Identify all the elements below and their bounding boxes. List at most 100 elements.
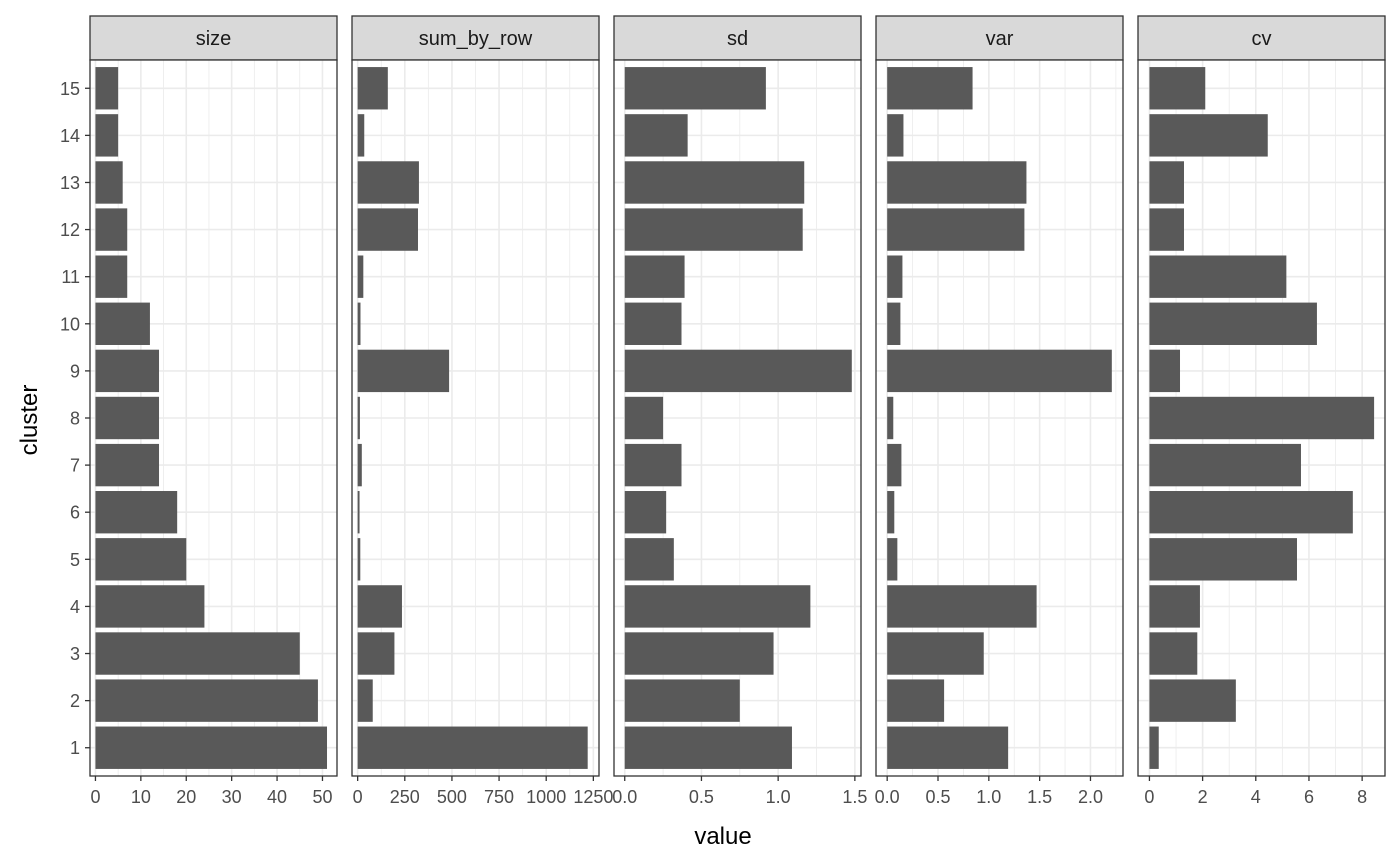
bar-cv-cluster-2 bbox=[1149, 679, 1236, 722]
facet-strip bbox=[1137, 15, 1386, 61]
facet-panel-cv: cv 0 2 4 6 8 bbox=[1137, 15, 1386, 807]
x-tick-label: 1000 bbox=[526, 787, 566, 807]
bar-sd-cluster-11 bbox=[624, 255, 685, 298]
x-axis-title: value bbox=[694, 823, 751, 850]
x-tick-label: 1250 bbox=[573, 787, 613, 807]
bar-var-cluster-7 bbox=[887, 443, 902, 487]
x-tick-label: 0 bbox=[90, 787, 100, 807]
panel-border bbox=[875, 59, 1124, 777]
bar-size-cluster-14 bbox=[95, 114, 119, 157]
bar-size-cluster-1 bbox=[95, 726, 328, 769]
facet-strip bbox=[613, 15, 862, 61]
y-tick-label: 9 bbox=[70, 361, 80, 381]
bar-var-cluster-5 bbox=[887, 538, 898, 581]
bar-sum_by_row-cluster-7 bbox=[357, 443, 362, 487]
bar-size-cluster-4 bbox=[95, 585, 205, 628]
bar-cv-cluster-10 bbox=[1149, 302, 1317, 345]
facet-strip-label: cv bbox=[1252, 28, 1272, 50]
y-tick-label: 4 bbox=[70, 597, 80, 617]
x-tick-label: 0.5 bbox=[689, 787, 714, 807]
facet-strip-label: size bbox=[196, 28, 232, 50]
x-tick-label: 0.0 bbox=[612, 787, 637, 807]
bar-sd-cluster-8 bbox=[624, 396, 664, 440]
bar-cv-cluster-11 bbox=[1149, 255, 1287, 298]
bar-cv-cluster-13 bbox=[1149, 161, 1184, 204]
bar-sd-cluster-6 bbox=[624, 491, 667, 534]
x-tick-label: 1.5 bbox=[842, 787, 867, 807]
facet-strip-label: var bbox=[986, 28, 1014, 50]
x-tick-label: 0.5 bbox=[925, 787, 950, 807]
x-tick-label: 500 bbox=[437, 787, 467, 807]
bar-var-cluster-6 bbox=[887, 491, 895, 534]
bar-var-cluster-8 bbox=[887, 396, 894, 440]
bar-sd-cluster-13 bbox=[624, 161, 805, 204]
bar-cv-cluster-6 bbox=[1149, 491, 1353, 534]
y-tick-label: 6 bbox=[70, 503, 80, 523]
facet-panel-size: size 0 10 20 30 40 50 bbox=[89, 15, 338, 807]
facet-strip bbox=[89, 15, 338, 61]
bar-var-cluster-12 bbox=[887, 208, 1025, 251]
bar-size-cluster-11 bbox=[95, 255, 128, 298]
bar-size-cluster-8 bbox=[95, 396, 160, 440]
bar-var-cluster-11 bbox=[887, 255, 903, 298]
bar-size-cluster-2 bbox=[95, 679, 318, 722]
bar-var-cluster-4 bbox=[887, 585, 1037, 628]
bar-size-cluster-5 bbox=[95, 538, 187, 581]
bar-sum_by_row-cluster-2 bbox=[357, 679, 373, 722]
bar-sd-cluster-1 bbox=[624, 726, 792, 769]
bar-sd-cluster-10 bbox=[624, 302, 682, 345]
y-tick-label: 5 bbox=[70, 550, 80, 570]
bar-sd-cluster-2 bbox=[624, 679, 740, 722]
y-tick-label: 7 bbox=[70, 456, 80, 476]
y-axis-title: cluster bbox=[16, 385, 43, 456]
facet-panel-var: var 0.0 0.5 1.0 1.5 2.0 bbox=[875, 15, 1124, 807]
bar-var-cluster-10 bbox=[887, 302, 901, 345]
x-tick-label: 20 bbox=[176, 787, 196, 807]
x-tick-label: 250 bbox=[390, 787, 420, 807]
y-tick-label: 13 bbox=[60, 173, 80, 193]
bar-cv-cluster-5 bbox=[1149, 538, 1297, 581]
y-tick-label: 10 bbox=[60, 314, 80, 334]
x-tick-label: 1.0 bbox=[766, 787, 791, 807]
bar-sum_by_row-cluster-9 bbox=[357, 349, 450, 393]
bar-cv-cluster-15 bbox=[1149, 67, 1206, 110]
bar-size-cluster-15 bbox=[95, 67, 119, 110]
facet-strip-label: sum_by_row bbox=[419, 28, 533, 50]
y-tick-label: 8 bbox=[70, 409, 80, 429]
bar-sum_by_row-cluster-3 bbox=[357, 632, 395, 675]
x-tick-label: 8 bbox=[1357, 787, 1367, 807]
bar-sd-cluster-4 bbox=[624, 585, 811, 628]
x-tick-label: 2.0 bbox=[1078, 787, 1103, 807]
bar-cv-cluster-8 bbox=[1149, 396, 1375, 440]
y-tick-label: 15 bbox=[60, 79, 80, 99]
x-tick-label: 2 bbox=[1198, 787, 1208, 807]
y-tick-label: 1 bbox=[70, 738, 80, 758]
bar-var-cluster-14 bbox=[887, 114, 904, 157]
bar-var-cluster-13 bbox=[887, 161, 1027, 204]
x-tick-label: 30 bbox=[222, 787, 242, 807]
bar-size-cluster-13 bbox=[95, 161, 123, 204]
bar-sd-cluster-7 bbox=[624, 443, 682, 487]
x-tick-label: 40 bbox=[267, 787, 287, 807]
x-tick-label: 0.0 bbox=[875, 787, 900, 807]
y-tick-label: 11 bbox=[61, 267, 80, 287]
bar-var-cluster-2 bbox=[887, 679, 945, 722]
bar-size-cluster-12 bbox=[95, 208, 128, 251]
bar-sum_by_row-cluster-6 bbox=[357, 491, 360, 534]
bar-sum_by_row-cluster-8 bbox=[357, 396, 360, 440]
bar-sd-cluster-3 bbox=[624, 632, 774, 675]
bar-sum_by_row-cluster-4 bbox=[357, 585, 402, 628]
bar-var-cluster-3 bbox=[887, 632, 984, 675]
x-tick-label: 0 bbox=[1144, 787, 1154, 807]
facet-panel-sd: sd 0.0 0.5 1.0 1.5 bbox=[612, 15, 867, 807]
panel-border bbox=[613, 59, 862, 777]
bar-cv-cluster-3 bbox=[1149, 632, 1198, 675]
x-tick-label: 6 bbox=[1304, 787, 1314, 807]
bar-sum_by_row-cluster-13 bbox=[357, 161, 419, 204]
bar-size-cluster-10 bbox=[95, 302, 150, 345]
bar-sum_by_row-cluster-11 bbox=[357, 255, 364, 298]
bar-size-cluster-6 bbox=[95, 491, 178, 534]
